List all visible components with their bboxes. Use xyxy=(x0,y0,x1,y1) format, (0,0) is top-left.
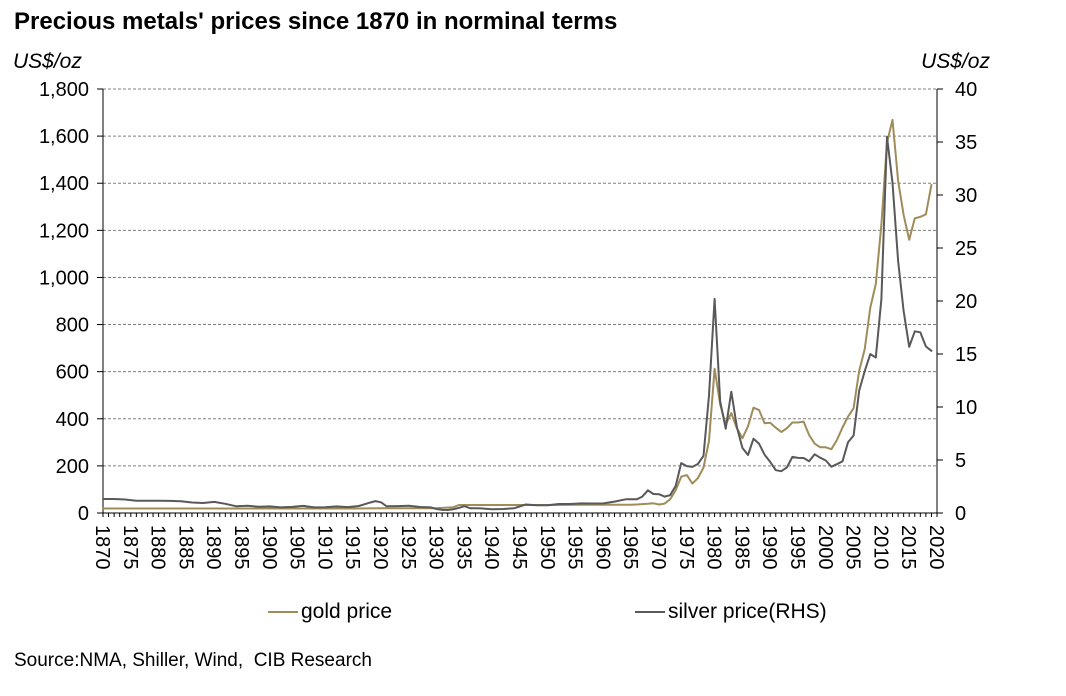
x-axis-tick-label: 1930 xyxy=(425,525,447,570)
x-axis-tick-label: 1980 xyxy=(703,525,725,570)
legend-swatch-silver xyxy=(635,611,665,613)
legend-gold: gold price xyxy=(268,598,392,626)
right-axis-tick-label: 10 xyxy=(955,397,977,419)
x-axis-tick-label: 1945 xyxy=(508,525,530,570)
left-axis-tick-label: 400 xyxy=(56,409,89,431)
x-axis-tick-label: 1990 xyxy=(758,525,780,570)
left-axis-unit: US$/oz xyxy=(13,50,82,73)
right-axis-tick-label: 15 xyxy=(955,344,977,366)
x-axis-tick-label: 2020 xyxy=(925,525,947,570)
chart-title: Precious metals' prices since 1870 in no… xyxy=(14,8,618,35)
gridlines xyxy=(103,88,937,467)
gold-price-line xyxy=(102,118,933,510)
x-axis-tick-label: 1950 xyxy=(536,525,558,570)
x-axis-tick-label: 1955 xyxy=(564,525,586,570)
right-axis-tick-label: 5 xyxy=(955,450,966,472)
right-axis-tick-label: 25 xyxy=(955,238,977,260)
left-axis-tick-label: 800 xyxy=(56,315,89,337)
x-axis-tick-label: 1880 xyxy=(147,525,169,570)
legend-swatch-gold xyxy=(268,611,298,613)
left-axis-tick-label: 600 xyxy=(56,362,89,384)
x-axis-tick-label: 1975 xyxy=(675,525,697,570)
right-axis-tick-label: 20 xyxy=(955,291,977,313)
source-note: Source:NMA, Shiller, Wind, CIB Research xyxy=(14,650,372,671)
x-axis-tick-label: 1870 xyxy=(91,525,113,570)
left-axis-tick-label: 1,600 xyxy=(39,126,89,148)
x-axis-tick-label: 1885 xyxy=(174,525,196,570)
x-axis-tick-label: 2015 xyxy=(897,525,919,570)
left-axis-tick-label: 0 xyxy=(78,503,89,525)
right-axis-unit: US$/oz xyxy=(921,50,990,73)
right-axis-tick-label: 35 xyxy=(955,132,977,154)
x-axis-tick-label: 1900 xyxy=(258,525,280,570)
x-axis-tick-label: 1985 xyxy=(730,525,752,570)
legend-label-gold: gold price xyxy=(301,600,393,623)
x-axis-tick-label: 1960 xyxy=(591,525,613,570)
left-axis-tick-label: 200 xyxy=(56,456,89,478)
x-axis-tick-label: 2000 xyxy=(814,525,836,570)
x-axis-tick-label: 1910 xyxy=(313,525,335,570)
legend-label-silver: silver price(RHS) xyxy=(668,600,827,623)
x-axis-tick-label: 1940 xyxy=(480,525,502,570)
x-axis-tick-label: 2005 xyxy=(842,525,864,570)
x-axis-tick-label: 1890 xyxy=(202,525,224,570)
axes: 0 200 400 600 800 1,000 1,200 1,400 1,600 1,800 0 5… xyxy=(39,79,977,570)
left-axis-tick-label: 1,000 xyxy=(39,267,89,289)
x-axis-tick-label: 1965 xyxy=(619,525,641,570)
left-axis-tick-label: 1,400 xyxy=(39,173,89,195)
x-axis-tick-label: 1905 xyxy=(286,525,308,570)
x-axis-tick-label: 1895 xyxy=(230,525,252,570)
x-axis-tick-label: 1935 xyxy=(452,525,474,570)
x-axis-tick-label: 1970 xyxy=(647,525,669,570)
x-axis-tick-label: 1915 xyxy=(341,525,363,570)
right-axis-tick-label: 0 xyxy=(955,503,966,525)
x-axis-tick-label: 1920 xyxy=(369,525,391,570)
left-axis-tick-label: 1,800 xyxy=(39,79,89,101)
silver-price-line xyxy=(102,135,933,511)
right-axis-tick-label: 40 xyxy=(955,79,977,101)
x-axis-tick-label: 1925 xyxy=(397,525,419,570)
left-axis-tick-label: 1,200 xyxy=(39,220,89,242)
x-axis-tick-label: 1995 xyxy=(786,525,808,570)
data-series xyxy=(102,118,933,511)
legend-silver: silver price(RHS) xyxy=(635,598,827,626)
right-axis-tick-label: 30 xyxy=(955,185,977,207)
x-axis-tick-label: 1875 xyxy=(119,525,141,570)
x-axis-tick-label: 2010 xyxy=(869,525,891,570)
